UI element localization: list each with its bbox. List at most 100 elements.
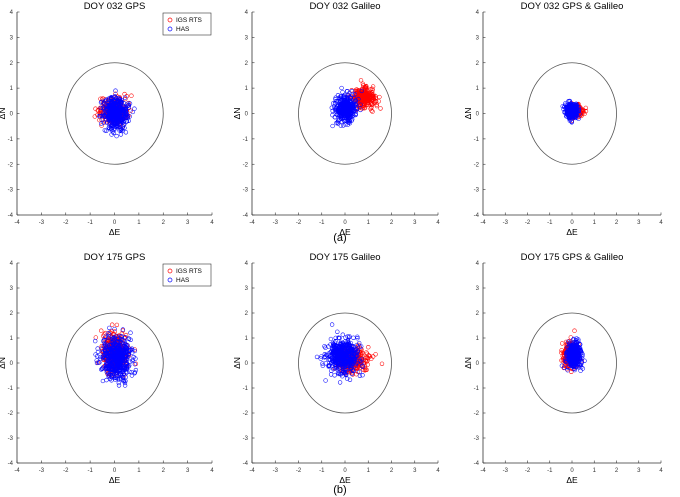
reference-circle — [298, 62, 392, 165]
data-point — [356, 88, 362, 93]
data-point — [106, 354, 112, 359]
x-tick-label: 4 — [436, 468, 440, 474]
data-point — [132, 362, 138, 367]
data-point — [318, 356, 323, 361]
y-tick-label: 1 — [245, 86, 249, 92]
data-point — [370, 84, 376, 89]
data-point — [336, 117, 341, 123]
y-tick-label: 1 — [476, 86, 480, 92]
data-point — [366, 92, 371, 98]
data-point — [109, 118, 114, 123]
data-point — [360, 373, 365, 378]
y-tick-label: 0 — [476, 361, 480, 367]
data-point — [358, 102, 363, 107]
x-tick-label: -3 — [39, 220, 45, 226]
data-point — [110, 370, 115, 375]
x-tick-label: -3 — [273, 468, 279, 474]
data-point — [93, 338, 98, 344]
data-point — [116, 383, 122, 388]
data-point — [112, 354, 117, 359]
x-tick-label: 4 — [210, 220, 214, 226]
data-point — [373, 98, 378, 104]
x-tick-label: 0 — [570, 468, 574, 474]
data-point — [97, 113, 103, 119]
data-point — [572, 328, 577, 333]
data-point — [378, 106, 383, 111]
data-point — [122, 383, 128, 388]
data-point — [328, 336, 334, 342]
data-point — [94, 360, 100, 366]
data-point — [344, 98, 350, 103]
data-point — [115, 113, 121, 118]
data-point — [103, 356, 108, 361]
data-point — [578, 368, 583, 373]
data-point — [104, 360, 110, 365]
x-tick-label: -3 — [503, 220, 509, 226]
data-point — [361, 88, 366, 94]
y-tick-label: 2 — [245, 61, 249, 67]
x-tick-label: 3 — [186, 468, 190, 474]
data-point — [115, 348, 121, 354]
y-tick-label: -4 — [8, 461, 14, 467]
data-point — [338, 123, 344, 128]
data-point — [337, 380, 343, 385]
data-point — [368, 86, 374, 92]
x-axis-label: ΔE — [339, 227, 351, 237]
data-point — [345, 111, 350, 117]
data-point — [582, 111, 587, 116]
caption-a: (a) — [333, 232, 346, 244]
data-point — [108, 346, 113, 351]
data-point — [367, 95, 372, 101]
legend-marker — [167, 277, 173, 283]
x-tick-label: -4 — [249, 468, 255, 474]
data-point — [113, 98, 119, 104]
y-tick-label: -3 — [8, 188, 14, 194]
y-tick-label: 4 — [245, 10, 249, 16]
data-point — [100, 378, 106, 384]
y-tick-label: 0 — [10, 112, 14, 118]
y-axis-label: ΔN — [232, 357, 242, 369]
y-tick-label: 3 — [10, 35, 14, 41]
data-point — [123, 95, 128, 100]
x-axis-label: ΔE — [109, 475, 121, 485]
data-point — [113, 368, 118, 373]
legend-marker — [167, 17, 173, 23]
x-tick-label: 3 — [413, 220, 417, 226]
data-point — [369, 101, 375, 107]
x-tick-label: -2 — [525, 468, 531, 474]
y-tick-label: -2 — [243, 411, 249, 417]
data-point — [573, 111, 578, 116]
data-point — [99, 121, 104, 126]
x-tick-label: -2 — [63, 468, 69, 474]
data-point — [379, 361, 385, 366]
data-point — [103, 352, 108, 357]
y-tick-label: 2 — [476, 311, 480, 317]
data-point — [123, 130, 129, 135]
data-point — [354, 105, 359, 110]
data-point — [110, 322, 115, 327]
data-point — [122, 113, 127, 118]
data-point — [338, 110, 343, 115]
data-point — [98, 105, 103, 111]
x-tick-label: 0 — [343, 220, 347, 226]
x-tick-label: 1 — [367, 468, 371, 474]
x-tick-label: -3 — [503, 468, 509, 474]
data-point — [103, 98, 109, 103]
y-axis-label: ΔN — [463, 108, 473, 120]
data-point — [131, 354, 136, 360]
data-point — [129, 373, 135, 378]
x-tick-label: -2 — [296, 468, 302, 474]
data-point — [95, 108, 100, 113]
series-has — [314, 322, 365, 385]
data-point — [103, 120, 108, 125]
y-tick-label: 4 — [476, 261, 480, 267]
y-tick-label: 0 — [10, 361, 14, 367]
data-point — [122, 380, 128, 386]
data-point — [338, 102, 343, 107]
data-point — [113, 106, 119, 112]
data-point — [105, 115, 111, 120]
